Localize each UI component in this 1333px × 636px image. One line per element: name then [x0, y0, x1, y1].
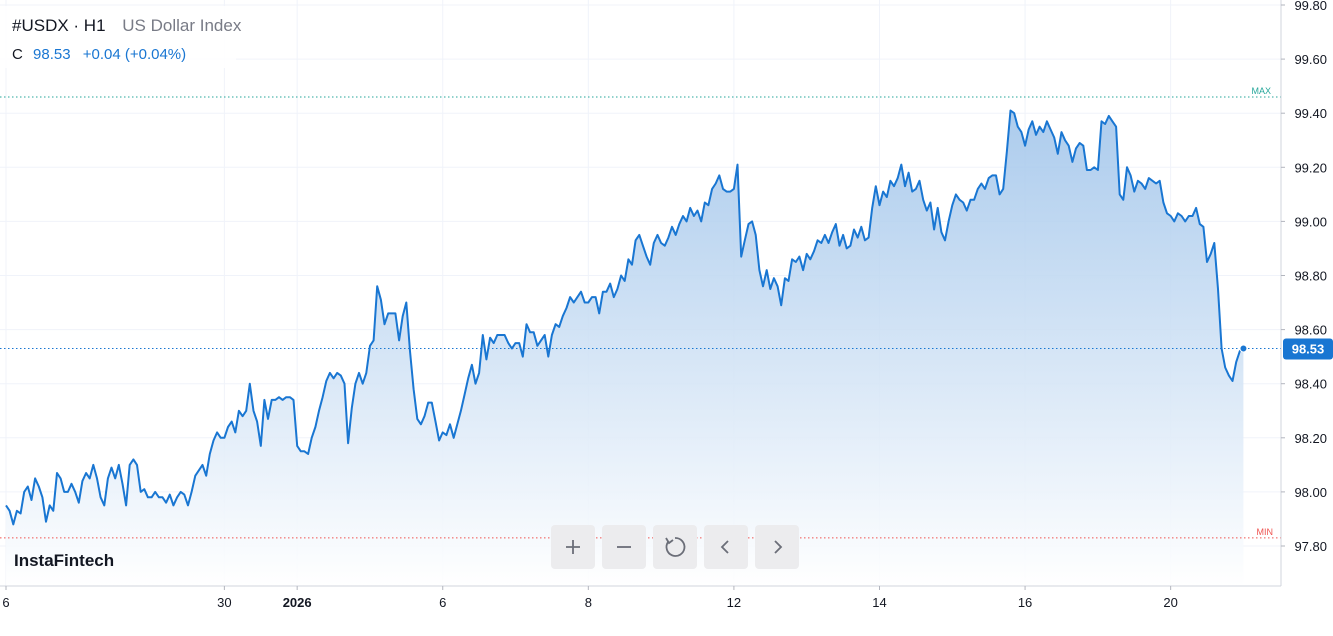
- price-badge-label: 98.53: [1292, 342, 1325, 357]
- zoom-out-button[interactable]: [602, 525, 646, 569]
- y-tick-label: 98.80: [1294, 269, 1327, 284]
- x-tick-label: 30: [217, 595, 231, 610]
- change-value: +0.04 (+0.04%): [82, 46, 187, 63]
- price-badge: [1283, 338, 1333, 360]
- zoom-in-button[interactable]: [551, 525, 595, 569]
- chevron-left-icon: [720, 540, 729, 554]
- plus-icon: [566, 540, 580, 554]
- x-tick-label: 6: [439, 595, 446, 610]
- symbol-label: #USDX · H1: [12, 16, 106, 35]
- chart-toolbar: [551, 525, 799, 569]
- y-tick-label: 99.00: [1294, 214, 1327, 229]
- scroll-left-button[interactable]: [704, 525, 748, 569]
- last-price-marker: 98.53: [1239, 338, 1333, 360]
- reset-button[interactable]: [653, 525, 697, 569]
- y-tick-label: 97.80: [1294, 539, 1327, 554]
- y-tick-label: 98.20: [1294, 431, 1327, 446]
- scroll-right-button[interactable]: [755, 525, 799, 569]
- last-point-dot: [1239, 344, 1248, 353]
- y-tick-label: 99.40: [1294, 106, 1327, 121]
- close-label: C: [12, 46, 23, 63]
- x-tick-label: 14: [872, 595, 886, 610]
- x-tick-label: 20: [1163, 595, 1177, 610]
- x-tick-label: 12: [727, 595, 741, 610]
- y-tick-label: 99.20: [1294, 160, 1327, 175]
- chart-legend: #USDX · H1 US Dollar Index C 98.53 +0.04…: [0, 6, 241, 68]
- y-axis[interactable]: 99.80 99.60 99.40 99.20 99.00 98.80 98.60 98.40…: [1281, 0, 1327, 554]
- reset-icon: [665, 537, 686, 557]
- x-axis[interactable]: 6 30 2026 6 8 12 14 16 20: [2, 586, 1178, 610]
- min-label: MIN: [1257, 527, 1274, 537]
- y-tick-label: 99.60: [1294, 52, 1327, 67]
- x-tick-label: 8: [585, 595, 592, 610]
- minus-icon: [617, 546, 631, 548]
- ohlc-row: C 98.53 +0.04 (+0.04%): [12, 46, 186, 63]
- x-tick-label: 6: [2, 595, 9, 610]
- x-tick-label: 2026: [283, 595, 312, 610]
- y-tick-label: 99.80: [1294, 0, 1327, 13]
- symbol-row: #USDX · H1 US Dollar Index: [12, 16, 241, 36]
- y-tick-label: 98.40: [1294, 377, 1327, 392]
- brand-logo: InstaFintech: [14, 551, 115, 570]
- instrument-name: US Dollar Index: [122, 16, 242, 35]
- y-tick-label: 98.00: [1294, 485, 1327, 500]
- x-tick-label: 16: [1018, 595, 1032, 610]
- price-line: [5, 109, 1244, 526]
- chevron-right-icon: [774, 540, 783, 554]
- close-value: 98.53: [33, 46, 71, 63]
- max-label: MAX: [1251, 86, 1271, 96]
- y-tick-label: 98.60: [1294, 323, 1327, 338]
